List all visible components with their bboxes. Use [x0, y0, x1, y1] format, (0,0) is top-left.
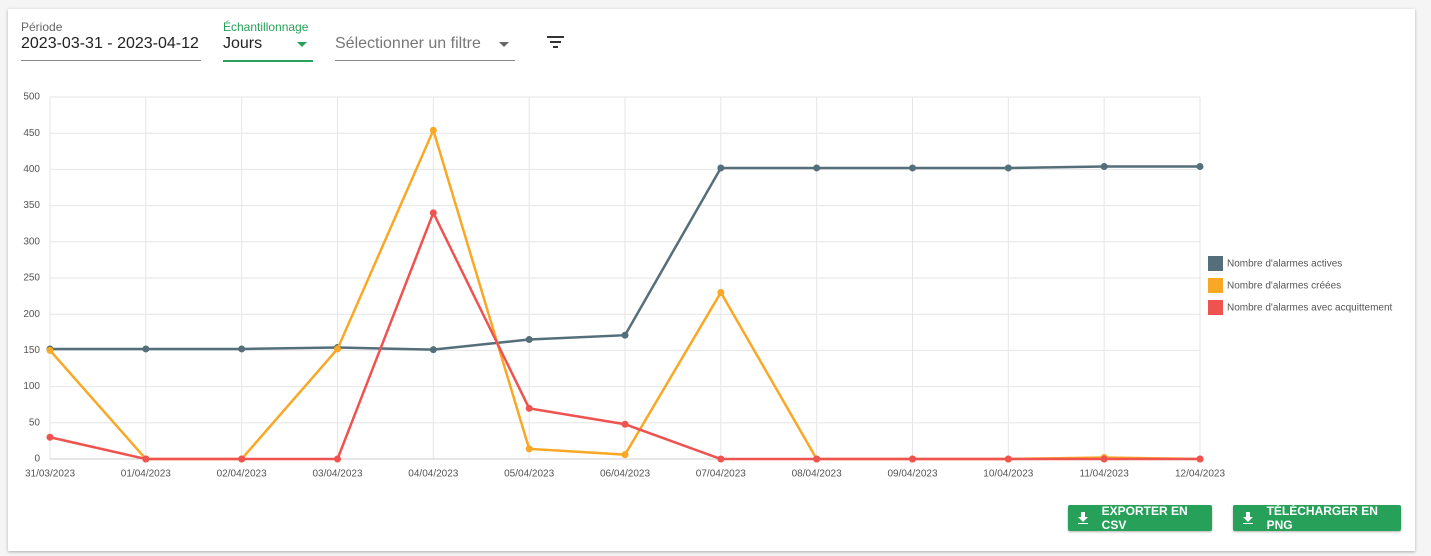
point [1100, 455, 1108, 463]
point [429, 209, 437, 217]
point [525, 445, 533, 453]
point [1100, 163, 1108, 171]
x-tick-label: 03/04/2023 [312, 469, 362, 480]
point [813, 455, 821, 463]
y-tick-label: 200 [23, 309, 40, 320]
button-label: EXPORTER EN CSV [1101, 504, 1188, 532]
filter-icon[interactable] [546, 34, 566, 50]
point [717, 288, 725, 296]
point [717, 164, 725, 172]
sampling-value: Jours [223, 35, 263, 52]
legend-label: Nombre d'alarmes créées [1227, 281, 1341, 292]
x-tick-label: 05/04/2023 [504, 469, 554, 480]
y-tick-label: 300 [23, 236, 40, 247]
y-tick-label: 500 [23, 92, 40, 103]
y-tick-label: 50 [29, 417, 41, 428]
point [429, 126, 437, 134]
y-tick-label: 150 [23, 345, 40, 356]
period-value: 2023-03-31 - 2023-04-12 [21, 35, 199, 52]
y-tick-label: 100 [23, 381, 40, 392]
y-tick-label: 250 [23, 273, 40, 284]
x-tick-label: 11/04/2023 [1080, 469, 1130, 480]
legend-label: Nombre d'alarmes actives [1227, 259, 1342, 270]
export-csv-button[interactable]: EXPORTER EN CSV [1068, 504, 1212, 532]
point [46, 433, 54, 441]
y-tick-label: 450 [23, 128, 40, 139]
point [1004, 455, 1012, 463]
y-tick-label: 400 [23, 164, 40, 175]
card: Période 2023-03-31 - 2023-04-12 Échantil… [8, 9, 1415, 551]
legend-swatch [1208, 300, 1223, 315]
sampling-label: Échantillonnage [223, 20, 309, 34]
y-tick-label: 350 [23, 200, 40, 211]
x-tick-label: 08/04/2023 [792, 469, 842, 480]
y-tick-label: 0 [34, 454, 40, 465]
point [142, 455, 150, 463]
point [525, 336, 533, 344]
chart: 0 50 100 150 200 250 300 350 400 450 500 31/03/2023… [23, 92, 1393, 480]
point [525, 404, 533, 412]
point [621, 451, 629, 459]
period-label: Période [21, 20, 63, 34]
x-tick-label: 02/04/2023 [217, 469, 267, 480]
download-icon [1243, 512, 1253, 524]
x-tick-label: 07/04/2023 [696, 469, 746, 480]
x-tick-label: 01/04/2023 [121, 469, 171, 480]
underline [223, 60, 313, 62]
x-tick-label: 06/04/2023 [600, 469, 650, 480]
point [1196, 163, 1204, 171]
x-tick-label: 10/04/2023 [983, 469, 1033, 480]
point [334, 345, 341, 353]
legend-swatch [1208, 278, 1223, 293]
x-tick-label: 09/04/2023 [887, 469, 937, 480]
point [429, 346, 437, 354]
x-tick-label: 04/04/2023 [408, 469, 458, 480]
filter-placeholder: Sélectionner un filtre [335, 35, 481, 52]
point [238, 345, 246, 353]
underline [21, 60, 201, 61]
point [717, 455, 725, 463]
point [813, 164, 821, 172]
point [909, 164, 916, 172]
point [142, 345, 150, 353]
point [334, 455, 341, 463]
download-icon [1078, 512, 1088, 524]
download-png-button[interactable]: TÉLÉCHARGER EN PNG [1233, 504, 1401, 532]
underline [335, 60, 515, 61]
point [621, 420, 629, 428]
point [909, 455, 916, 463]
legend-swatch [1208, 256, 1223, 271]
legend-label: Nombre d'alarmes avec acquittement [1227, 303, 1393, 314]
dropdown-arrow [499, 42, 509, 47]
point [1004, 164, 1012, 172]
x-tick-label: 12/04/2023 [1175, 469, 1225, 480]
point [621, 331, 629, 339]
x-tick-label: 31/03/2023 [25, 469, 75, 480]
dropdown-arrow [297, 42, 307, 47]
point [46, 346, 54, 354]
point [1196, 455, 1204, 463]
point [238, 455, 246, 463]
button-label: TÉLÉCHARGER EN PNG [1266, 504, 1378, 532]
